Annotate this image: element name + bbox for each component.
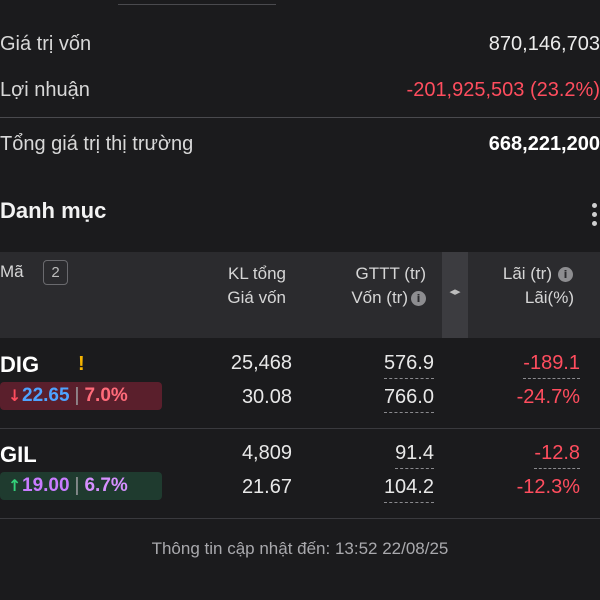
capital: 766.0 xyxy=(383,386,434,413)
header-profit-pct[interactable]: Lãi(%) xyxy=(524,288,574,307)
warning-icon[interactable]: ! xyxy=(78,353,85,375)
header-profit[interactable]: Lãi (tr) xyxy=(502,264,552,283)
arrow-up-icon: ↑ xyxy=(8,476,22,495)
resize-arrows-icon: ◂▸ xyxy=(449,285,461,298)
profit-label: Lợi nhuận xyxy=(0,79,90,101)
row-divider xyxy=(0,518,600,519)
table-row[interactable]: GIL ↑19.00 | 6.7% 4,809 21.67 91.4 104.2 -… xyxy=(0,428,600,518)
capital-label: Giá trị vốn xyxy=(0,33,92,55)
header-capital[interactable]: Vốn (tr) xyxy=(351,288,408,307)
price-change-chip: ↓22.65 | 7.0% xyxy=(0,382,162,410)
stock-code[interactable]: DIG xyxy=(0,352,40,377)
profit-row: Lợi nhuận -201,925,503 (23.2%) xyxy=(0,79,600,113)
current-price: 22.65 xyxy=(22,385,70,406)
market-value: 91.4 xyxy=(395,442,434,469)
current-price: 19.00 xyxy=(22,475,70,496)
market-value: 576.9 xyxy=(383,352,434,379)
capital-value: 870,146,703 xyxy=(488,33,600,55)
cost-price: 21.67 xyxy=(241,476,292,498)
header-code[interactable]: Mã xyxy=(0,262,24,281)
chip-separator: | xyxy=(74,385,80,406)
header-market-value[interactable]: GTTT (tr) xyxy=(355,264,427,283)
kl-total: 25,468 xyxy=(230,352,292,374)
info-icon[interactable]: i xyxy=(411,291,426,306)
arrow-down-icon: ↓ xyxy=(8,386,22,405)
top-divider xyxy=(118,4,276,5)
capital: 104.2 xyxy=(383,476,434,503)
last-updated-text: Thông tin cập nhật đến: 13:52 22/08/25 xyxy=(151,539,449,558)
kl-total: 4,809 xyxy=(241,442,292,464)
change-percent: 6.7% xyxy=(84,475,128,496)
portfolio-title: Danh mục xyxy=(0,198,107,223)
capital-row: Giá trị vốn 870,146,703 xyxy=(0,33,600,67)
profit: -12.8 xyxy=(534,442,580,469)
profit-percent: -24.7% xyxy=(516,386,580,408)
market-value-row: Tổng giá trị thị trường 668,221,200 xyxy=(0,133,600,167)
header-kl-total[interactable]: KL tổng xyxy=(228,264,286,283)
table-row[interactable]: DIG ! ↓22.65 | 7.0% 25,468 30.08 576.9 766… xyxy=(0,338,600,428)
header-cost-price[interactable]: Giá vốn xyxy=(227,288,286,307)
profit-value: -201,925,503 (23.2%) xyxy=(406,79,600,101)
market-value-value: 668,221,200 xyxy=(488,133,600,155)
chip-separator: | xyxy=(74,475,80,496)
column-splitter-handle[interactable]: ◂▸ xyxy=(442,252,468,338)
summary-divider xyxy=(0,117,600,118)
cost-price: 30.08 xyxy=(241,386,292,408)
change-percent: 7.0% xyxy=(84,385,128,406)
market-value-label: Tổng giá trị thị trường xyxy=(0,133,194,155)
info-icon[interactable]: i xyxy=(558,267,573,282)
stock-code[interactable]: GIL xyxy=(0,442,37,467)
count-badge: 2 xyxy=(43,260,68,285)
row-divider xyxy=(0,428,600,429)
profit: -189.1 xyxy=(523,352,580,379)
kebab-menu-icon[interactable] xyxy=(592,201,600,227)
price-change-chip: ↑19.00 | 6.7% xyxy=(0,472,162,500)
table-header: Mã 2 KL tổng Giá vốn GTTT (tr) Vốn (tr) … xyxy=(0,252,600,338)
profit-percent: -12.3% xyxy=(516,476,580,498)
